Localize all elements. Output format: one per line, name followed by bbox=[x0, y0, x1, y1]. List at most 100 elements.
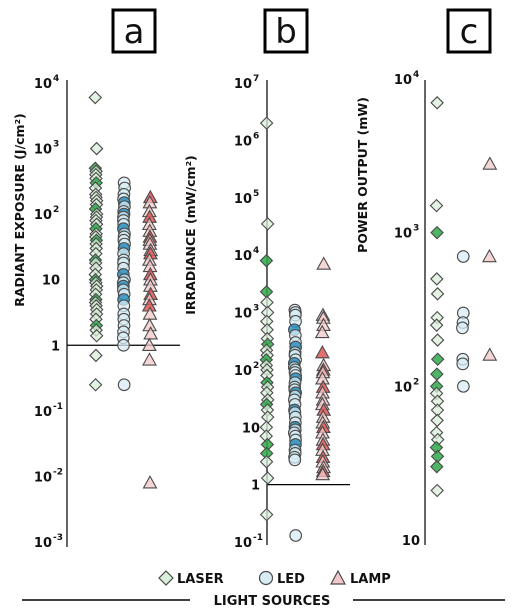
panel-a-tick-label: 10 bbox=[34, 208, 52, 223]
panel-b-tick-exponent: -1 bbox=[253, 533, 263, 543]
panel-b-tick-label: 10 bbox=[234, 364, 252, 379]
panel-b-laser-point bbox=[259, 507, 274, 522]
panel-a-laser-point bbox=[88, 377, 103, 392]
panel-a-tick-label: 10 bbox=[42, 274, 60, 289]
panel-b-y-label: IRRADIANCE (mW/cm²) bbox=[183, 155, 198, 315]
panel-c-y-label: POWER OUTPUT (mW) bbox=[355, 97, 370, 253]
panel-b-tick-label: 10 bbox=[234, 536, 252, 551]
panel-b-led-point bbox=[289, 529, 303, 542]
panel-a-laser-point bbox=[89, 328, 104, 343]
panel-c-tick-label: 10 bbox=[394, 73, 412, 88]
panel-a-tick-exponent: 3 bbox=[53, 140, 59, 150]
panel-a-tick-label: 1 bbox=[51, 339, 60, 354]
panel-c-laser-point bbox=[430, 352, 445, 367]
panel-a-letter-box bbox=[111, 8, 157, 54]
panel-a-tick-exponent: -3 bbox=[53, 533, 63, 543]
panel-c-led-point bbox=[456, 357, 470, 371]
panel-c-led-point bbox=[456, 250, 470, 263]
panel-a-tick-exponent: 2 bbox=[53, 205, 59, 215]
panel-a-led-point bbox=[117, 338, 130, 352]
panel-a-led-point bbox=[117, 378, 131, 392]
panel-a-tick-exponent: -1 bbox=[53, 402, 63, 412]
panel-c-laser-point bbox=[430, 96, 444, 110]
legend-diamond-icon bbox=[158, 570, 174, 586]
panel-b-laser-point bbox=[259, 253, 274, 268]
panel-a-tick-exponent: -2 bbox=[53, 467, 63, 477]
panel-b-tick-exponent: 3 bbox=[253, 304, 259, 314]
panel-a-lamp-point bbox=[143, 326, 159, 340]
panel-b-lamp-point bbox=[316, 256, 332, 270]
panel-c-laser-point bbox=[430, 225, 444, 240]
panel-b-letter-box bbox=[263, 8, 309, 54]
panel-b-laser-point bbox=[260, 471, 275, 485]
panel-a-tick-label: 10 bbox=[34, 536, 52, 551]
panel-b-tick-label: 1 bbox=[251, 479, 260, 494]
legend-item-led: LED bbox=[258, 570, 305, 587]
panel-b-points bbox=[259, 116, 332, 542]
panel-b-tick-exponent: 5 bbox=[253, 189, 259, 199]
panel-c-points bbox=[429, 96, 498, 498]
panel-b-laser-point bbox=[259, 116, 274, 130]
panel-c-lamp-point bbox=[481, 248, 497, 263]
panel-b-tick-label: 10 bbox=[234, 134, 252, 149]
footer-label: LIGHT SOURCES bbox=[214, 594, 331, 608]
panel-a-laser-point bbox=[89, 141, 104, 156]
panel-c-tick-exponent: 2 bbox=[413, 377, 419, 387]
panel-c-led-point bbox=[457, 379, 470, 393]
panel-c-laser-point bbox=[430, 367, 444, 381]
legend-label-lamp: LAMP bbox=[350, 572, 391, 587]
legend-item-lamp: LAMP bbox=[329, 569, 391, 587]
panel-c-laser-point bbox=[430, 287, 445, 301]
panel-b-tick-exponent: 2 bbox=[253, 361, 259, 371]
panel-b-laser-point bbox=[259, 455, 274, 469]
panel-b-tick-exponent: 7 bbox=[253, 74, 259, 84]
footer: LIGHT SOURCES bbox=[22, 594, 505, 608]
legend: LASER LED LAMP bbox=[158, 569, 391, 587]
panel-c-laser-point bbox=[430, 459, 444, 474]
panel-c-tick-exponent: 3 bbox=[413, 224, 419, 234]
panel-c-tick-exponent: 4 bbox=[413, 70, 419, 80]
panel-c-lamp-point bbox=[482, 347, 498, 361]
panel-a-tick-exponent: 4 bbox=[53, 74, 59, 84]
panel-c-tick-label: 10 bbox=[394, 227, 412, 242]
panel-a-lamp-point bbox=[142, 352, 157, 366]
panel-c-laser-point bbox=[429, 198, 444, 213]
panel-a-tick-label: 10 bbox=[34, 470, 52, 485]
legend-triangle-icon bbox=[329, 569, 347, 585]
panel-b-lamp-point bbox=[315, 466, 331, 481]
panel-c-lamp-point bbox=[482, 156, 498, 170]
panel-b-tick-label: 10 bbox=[234, 249, 252, 264]
panel-c-letter-box bbox=[446, 8, 492, 54]
panel-b-laser-point bbox=[260, 217, 275, 231]
legend-item-laser: LASER bbox=[158, 570, 224, 587]
panel-b-tick-label: 10 bbox=[234, 307, 252, 322]
panel-a-laser-point bbox=[88, 90, 103, 105]
panel-a-tick-label: 10 bbox=[34, 143, 52, 158]
panel-c-laser-point bbox=[429, 318, 444, 332]
panel-b-tick-label: 10 bbox=[242, 421, 260, 436]
panel-c-letter: c bbox=[460, 12, 479, 52]
panel-b-tick-label: 10 bbox=[234, 192, 252, 207]
panel-c-laser-point bbox=[430, 449, 445, 464]
panel-b-letter: b bbox=[275, 12, 297, 52]
panel-a-lamp-point bbox=[142, 475, 158, 489]
legend-label-led: LED bbox=[277, 572, 305, 587]
panel-b-laser-point bbox=[260, 410, 275, 424]
panel-b-tick-exponent: 6 bbox=[253, 131, 259, 141]
panel-c-tick-label: 10 bbox=[402, 534, 420, 549]
panel-a-tick-label: 10 bbox=[34, 77, 52, 92]
panel-c-laser-point bbox=[430, 272, 444, 286]
legend-circle-icon bbox=[258, 570, 274, 586]
panel-c-laser-point bbox=[430, 333, 445, 347]
panel-b-laser-point bbox=[259, 284, 274, 299]
panel-c-led-point bbox=[456, 321, 469, 335]
panel-c-tick-label: 10 bbox=[394, 380, 412, 395]
panel-c-laser-point bbox=[430, 483, 444, 498]
panel-a-letter: a bbox=[124, 12, 145, 52]
panel-c-laser-point bbox=[430, 413, 444, 428]
panel-b-lamp-point bbox=[314, 344, 330, 359]
panel-a-laser-point bbox=[89, 348, 103, 363]
